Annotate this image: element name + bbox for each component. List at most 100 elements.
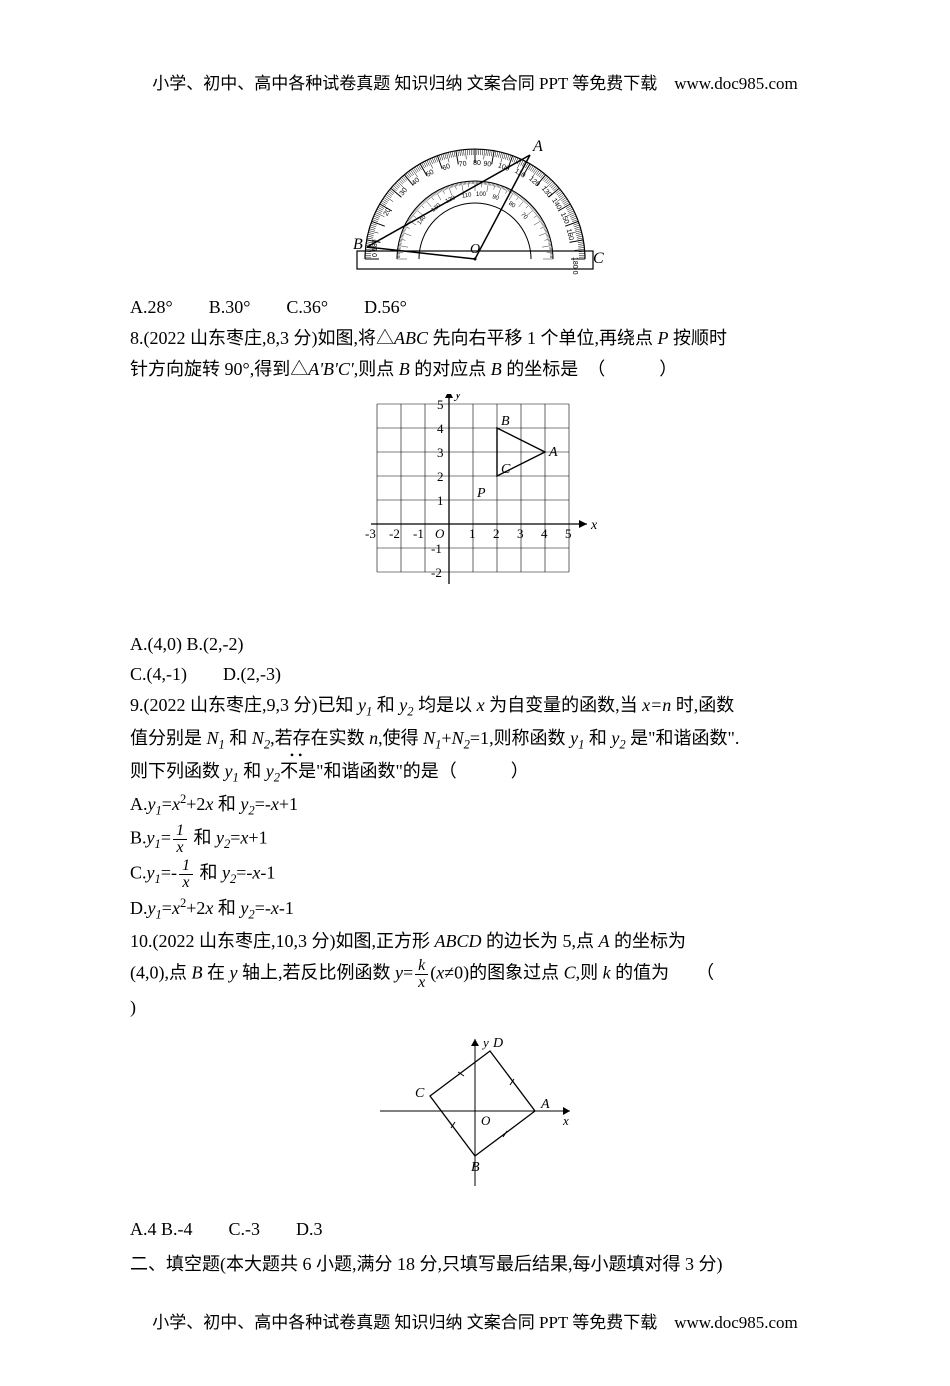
svg-text:100: 100 <box>476 192 487 198</box>
svg-text:5: 5 <box>437 397 444 412</box>
q9-l1e: 时,函数 <box>671 695 734 715</box>
q10-k: k <box>603 962 611 982</box>
q9A-x3: x <box>271 794 279 814</box>
q9-l2c: ,若存在实数 <box>270 728 369 748</box>
svg-text:-1: -1 <box>431 541 442 556</box>
q9-notis-wrap: ••不是 <box>280 757 316 786</box>
svg-text:3: 3 <box>517 526 524 541</box>
svg-text:80: 80 <box>473 160 481 167</box>
q10-yeq: y <box>395 962 403 982</box>
svg-text:x: x <box>590 518 598 533</box>
q8-options-cd: C.(4,-1) D.(2,-3) <box>130 660 820 689</box>
q9-x: x <box>477 695 485 715</box>
svg-text:2: 2 <box>437 469 444 484</box>
q9-l1b: 和 <box>372 695 399 715</box>
q8-t6: 的对应点 <box>410 359 491 379</box>
svg-text:4: 4 <box>541 526 548 541</box>
q9C-den: x <box>179 875 193 891</box>
q9D-x3: x <box>271 898 279 918</box>
emphasis-dots-icon: •• <box>280 753 316 757</box>
q10-neq: ≠0)的图象过点 <box>444 962 563 982</box>
grid-svg: -3-2-112345O12345-1-2BACPxy <box>347 394 603 616</box>
q9D-eq: = <box>162 898 172 918</box>
q9A-y1: y <box>148 794 156 814</box>
q9D-m1: -1 <box>279 898 294 918</box>
q9C-y2: y <box>222 863 230 883</box>
svg-text:O: O <box>435 526 445 541</box>
q9-notis: 不是 <box>280 761 316 781</box>
q10-l2f: 的值为 （ <box>611 962 715 982</box>
q9B-l: B. <box>130 828 147 848</box>
protractor-svg: O A B C 0 180 180 0 20 30 40 50 60 <box>345 119 605 279</box>
q8-b2: B <box>491 359 502 379</box>
q8-stem-line2: 针方向旋转 90°,得到△A'B'C',则点 B 的对应点 B 的坐标是 （ ） <box>130 355 820 384</box>
q7-options: A.28° B.30° C.36° D.56° <box>130 293 820 322</box>
q9-l1c: 均是以 <box>414 695 477 715</box>
svg-text:70: 70 <box>519 212 528 221</box>
q9C-rhs: =- <box>236 863 252 883</box>
q10-close: ) <box>130 993 820 1022</box>
q9-Neq2: N <box>452 728 464 748</box>
page-header: 小学、初中、高中各种试卷真题 知识归纳 文案合同 PPT 等免费下载 www.d… <box>130 70 820 97</box>
q9B-rhs: = <box>230 828 240 848</box>
q8-options-ab: A.(4,0) B.(2,-2) <box>130 630 820 659</box>
q9A-tl: +2 <box>186 794 205 814</box>
q9B-p1: +1 <box>248 828 267 848</box>
svg-text:O: O <box>470 242 480 257</box>
q9-y1b: y <box>570 728 578 748</box>
q9A-rhs: =- <box>255 794 271 814</box>
q9-l1a: 9.(2022 山东枣庄,9,3 分)已知 <box>130 695 358 715</box>
q10-l2e: ,则 <box>576 962 603 982</box>
q8-t4: 针方向旋转 90°,得到△ <box>130 359 308 379</box>
svg-text:100: 100 <box>497 162 510 173</box>
q9-l2e: ,则称函数 <box>489 728 570 748</box>
q9-optC: C.y1=-1x 和 y2=-x-1 <box>130 858 820 891</box>
svg-text:110: 110 <box>513 168 526 180</box>
q8-b: B <box>399 359 410 379</box>
q9C-frac: 1x <box>179 858 193 891</box>
q9C-num: 1 <box>179 858 193 875</box>
q10-yax: y <box>230 962 238 982</box>
q9A-eq: = <box>162 794 172 814</box>
svg-text:-2: -2 <box>389 526 400 541</box>
svg-text:40: 40 <box>411 177 422 187</box>
q9-optD: D.y1=x2+2x 和 y2=-x-1 <box>130 893 820 925</box>
svg-text:O: O <box>481 1113 491 1128</box>
q10-svg: A B C D O x y <box>365 1031 585 1201</box>
q8-p: P <box>658 328 669 348</box>
svg-text:A: A <box>540 1097 550 1112</box>
q9D-rhs: =- <box>255 898 271 918</box>
svg-text:130: 130 <box>540 185 553 199</box>
q9-optB: B.y1=1x 和 y2=x+1 <box>130 823 820 856</box>
q9C-and: 和 <box>195 863 222 883</box>
q10-C: C <box>564 962 576 982</box>
q9A-p1: +1 <box>279 794 298 814</box>
q8-stem-line1: 8.(2022 山东枣庄,8,3 分)如图,将△ABC 先向右平移 1 个单位,… <box>130 324 820 353</box>
page-footer: 小学、初中、高中各种试卷真题 知识归纳 文案合同 PPT 等免费下载 www.d… <box>130 1309 820 1336</box>
svg-text:B: B <box>353 236 363 253</box>
q9B-num: 1 <box>173 823 187 840</box>
svg-text:1: 1 <box>469 526 476 541</box>
q9B-y2: y <box>216 828 224 848</box>
q9A-and: 和 <box>213 794 240 814</box>
svg-text:160: 160 <box>565 228 575 241</box>
q8-t7: 的坐标是 （ ） <box>502 359 678 379</box>
q9-l3b: "和谐函数"的是（ ） <box>316 761 529 781</box>
svg-text:80: 80 <box>507 201 516 210</box>
q10-l1a: 10.(2022 山东枣庄,10,3 分)如图,正方形 <box>130 931 435 951</box>
svg-text:130: 130 <box>431 202 443 213</box>
q9D-and: 和 <box>213 898 240 918</box>
q10-figure: A B C D O x y <box>130 1031 820 1201</box>
q9-N1: N <box>207 728 219 748</box>
q9-xn: x=n <box>642 695 671 715</box>
q9-l2d: ,使得 <box>378 728 423 748</box>
q9-line3: 则下列函数 y1 和 y2••不是"和谐函数"的是（ ） <box>130 757 820 788</box>
svg-text:B: B <box>501 414 510 429</box>
q7-figure: O A B C 0 180 180 0 20 30 40 50 60 <box>130 119 820 279</box>
svg-text:150: 150 <box>559 212 570 226</box>
svg-text:D: D <box>492 1036 503 1051</box>
q10-l1c: 的坐标为 <box>610 931 687 951</box>
q10-l2b: 在 <box>203 962 230 982</box>
svg-text:70: 70 <box>458 161 467 169</box>
q9B-s1: 1 <box>155 837 161 851</box>
